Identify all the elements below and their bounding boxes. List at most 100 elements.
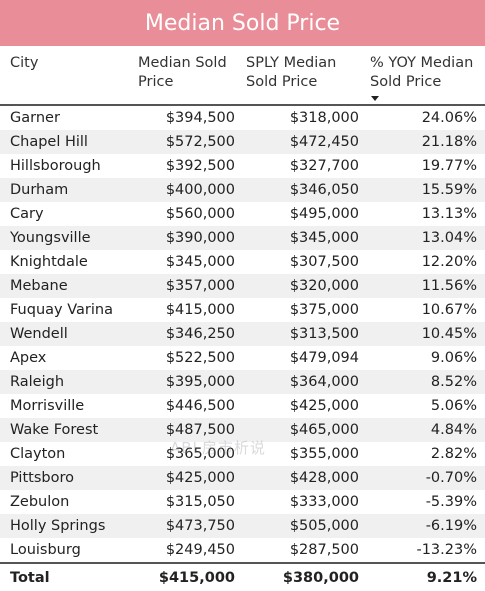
row-yoy: 10.45%: [364, 322, 485, 346]
table-row[interactable]: Wendell $346,250 $313,500 10.45%: [0, 322, 485, 346]
row-median: $487,500: [128, 418, 240, 442]
row-yoy: 13.13%: [421, 206, 477, 222]
column-header-city[interactable]: City: [0, 46, 128, 106]
table-visual: City Median Sold Price SPLY Median Sold …: [0, 46, 485, 591]
column-header-label: Median Sold Price: [138, 55, 227, 90]
row-yoy: 2.82%: [430, 446, 477, 462]
row-yoy: 10.67%: [421, 302, 477, 318]
table-row[interactable]: Pittsboro $425,000 $428,000 -0.70%: [0, 466, 485, 490]
table-row[interactable]: Clayton $365,000 $355,000 2.82%: [0, 442, 485, 466]
row-city: Mebane: [0, 274, 128, 298]
row-yoy: 12.20%: [421, 254, 477, 270]
row-median: $346,250: [128, 322, 240, 346]
row-yoy: 19.77%: [421, 158, 477, 174]
row-yoy: -6.19%: [364, 514, 485, 538]
row-median: $365,000: [165, 446, 235, 462]
table-row[interactable]: Youngsville $390,000 $345,000 13.04%: [0, 226, 485, 250]
data-table: City Median Sold Price SPLY Median Sold …: [0, 46, 485, 591]
row-sply: $318,000: [289, 110, 359, 126]
total-yoy: 9.21%: [364, 562, 485, 591]
row-city: Wendell: [0, 322, 128, 346]
row-yoy: 9.06%: [430, 350, 477, 366]
row-sply: $425,000: [289, 398, 359, 414]
row-sply: $465,000: [240, 418, 364, 442]
row-sply: $333,000: [289, 494, 359, 510]
table-row[interactable]: Holly Springs $473,750 $505,000 -6.19%: [0, 514, 485, 538]
row-city: Fuquay Varina: [10, 302, 113, 318]
column-header-label: % YOY Median Sold Price: [370, 55, 474, 90]
row-city: Cary: [10, 206, 44, 222]
row-yoy: 4.84%: [364, 418, 485, 442]
row-median: $522,500: [165, 350, 235, 366]
visual-title: Median Sold Price: [0, 0, 485, 46]
row-yoy: 21.18%: [364, 130, 485, 154]
row-median: $394,500: [165, 110, 235, 126]
table-row[interactable]: Raleigh $395,000 $364,000 8.52%: [0, 370, 485, 394]
row-yoy: 5.06%: [430, 398, 477, 414]
row-city: Chapel Hill: [0, 130, 128, 154]
row-city: Wake Forest: [0, 418, 128, 442]
row-yoy: -13.23%: [416, 542, 477, 558]
row-city: Morrisville: [10, 398, 85, 414]
table-row[interactable]: Fuquay Varina $415,000 $375,000 10.67%: [0, 298, 485, 322]
sort-down-icon[interactable]: [371, 96, 379, 101]
row-sply: $375,000: [289, 302, 359, 318]
row-median: $473,750: [128, 514, 240, 538]
row-yoy: 11.56%: [364, 274, 485, 298]
row-city: Hillsborough: [10, 158, 101, 174]
row-city: Pittsboro: [0, 466, 128, 490]
table-row[interactable]: Durham $400,000 $346,050 15.59%: [0, 178, 485, 202]
row-median: $357,000: [128, 274, 240, 298]
table-row[interactable]: Apex $522,500 $479,094 9.06%: [0, 346, 485, 370]
column-header-median-sold-price[interactable]: Median Sold Price: [128, 46, 240, 106]
title-text: Median Sold Price: [144, 10, 341, 36]
row-city: Raleigh: [0, 370, 128, 394]
table-row[interactable]: Chapel Hill $572,500 $472,450 21.18%: [0, 130, 485, 154]
row-median: $572,500: [128, 130, 240, 154]
row-yoy: -0.70%: [364, 466, 485, 490]
row-sply: $472,450: [240, 130, 364, 154]
row-city: Zebulon: [10, 494, 70, 510]
table-row[interactable]: Morrisville $446,500 $425,000 5.06%: [0, 394, 485, 418]
row-yoy: 13.04%: [364, 226, 485, 250]
header-row: City Median Sold Price SPLY Median Sold …: [0, 46, 485, 106]
row-median: $390,000: [128, 226, 240, 250]
row-yoy: 24.06%: [421, 110, 477, 126]
row-city: Durham: [0, 178, 128, 202]
row-yoy: 15.59%: [364, 178, 485, 202]
row-median: $315,050: [165, 494, 235, 510]
table-row[interactable]: Hillsborough $392,500 $327,700 19.77%: [0, 154, 485, 178]
row-city: Youngsville: [0, 226, 128, 250]
row-city: Holly Springs: [0, 514, 128, 538]
row-median: $415,000: [165, 302, 235, 318]
table-row[interactable]: Garner $394,500 $318,000 24.06%: [0, 105, 485, 130]
row-city: Clayton: [10, 446, 66, 462]
table-row[interactable]: Zebulon $315,050 $333,000 -5.39%: [0, 490, 485, 514]
table-row[interactable]: Wake Forest $487,500 $465,000 4.84%: [0, 418, 485, 442]
column-header-sply-median-sold-price[interactable]: SPLY Median Sold Price: [240, 46, 364, 106]
row-sply: $313,500: [240, 322, 364, 346]
row-sply: $287,500: [289, 542, 359, 558]
table-row[interactable]: Mebane $357,000 $320,000 11.56%: [0, 274, 485, 298]
row-median: $446,500: [165, 398, 235, 414]
column-header-label: City: [10, 55, 39, 71]
row-city: Garner: [10, 110, 60, 126]
row-city: Knightdale: [10, 254, 88, 270]
column-header-yoy[interactable]: % YOY Median Sold Price: [364, 46, 485, 106]
total-label: Total: [0, 562, 128, 591]
table-row[interactable]: Knightdale $345,000 $307,500 12.20%: [0, 250, 485, 274]
row-sply: $505,000: [240, 514, 364, 538]
table-row[interactable]: Louisburg $249,450 $287,500 -13.23%: [0, 538, 485, 563]
row-city: Louisburg: [10, 542, 81, 558]
row-sply: $345,000: [240, 226, 364, 250]
total-row: Total $415,000 $380,000 9.21%: [0, 562, 485, 591]
row-sply: $320,000: [240, 274, 364, 298]
row-sply: $479,094: [289, 350, 359, 366]
row-median: $560,000: [165, 206, 235, 222]
row-sply: $495,000: [289, 206, 359, 222]
row-sply: $307,500: [289, 254, 359, 270]
row-sply: $327,700: [289, 158, 359, 174]
row-sply: $364,000: [240, 370, 364, 394]
column-header-label: SPLY Median Sold Price: [246, 55, 337, 90]
table-row[interactable]: Cary $560,000 $495,000 13.13%: [0, 202, 485, 226]
